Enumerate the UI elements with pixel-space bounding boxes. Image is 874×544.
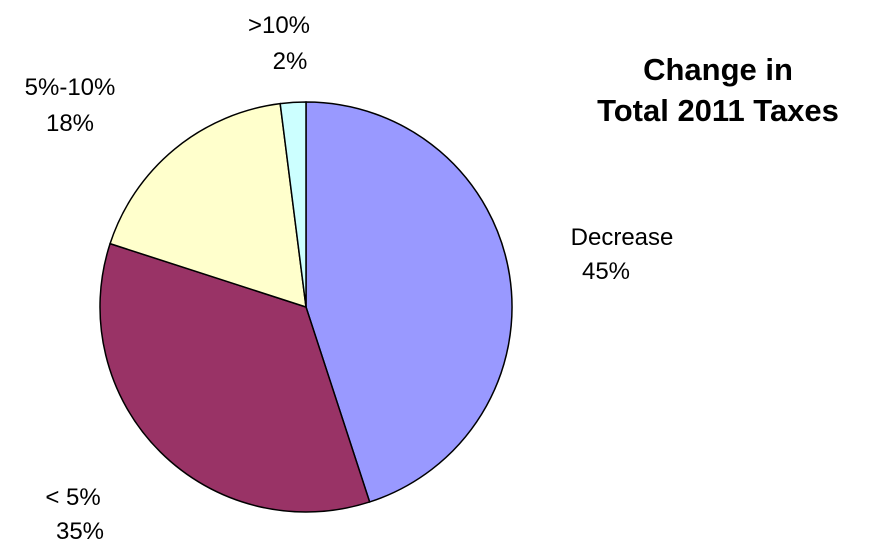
chart-title-line-1: Change in (643, 52, 793, 87)
slice-label-decrease-value: 45% (582, 258, 630, 285)
slice-label-5to10-value: 18% (46, 110, 94, 137)
pie-slice-5 (99, 242, 371, 513)
chart-title: Change in Total 2011 Taxes (597, 52, 839, 128)
pie-slices (99, 101, 513, 513)
slice-label-less5-name: < 5% (45, 484, 100, 511)
slice-label-over10-value: 2% (273, 48, 308, 75)
slice-label-5to10-name: 5%-10% (25, 74, 116, 101)
slice-label-over10-name: >10% (248, 12, 310, 39)
pie-slice-decrease (305, 101, 513, 503)
pie-slice-5-10 (109, 102, 307, 309)
slice-label-less5-value: 35% (56, 518, 104, 544)
chart-title-line-2: Total 2011 Taxes (597, 93, 839, 128)
slice-label-decrease-name: Decrease (571, 224, 674, 251)
pie-slice-10 (279, 101, 307, 308)
slice-labels: Decrease 45% < 5% 35% 5%-10% 18% >10% 2% (25, 12, 674, 544)
